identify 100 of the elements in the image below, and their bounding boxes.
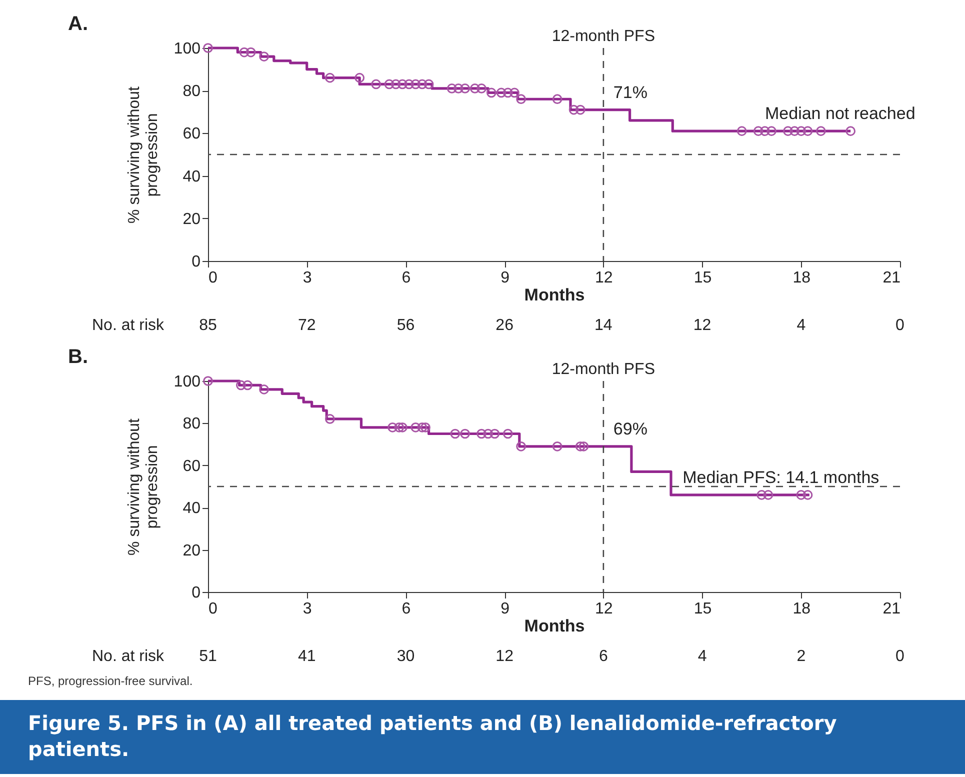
text: 4 xyxy=(698,648,707,665)
point xyxy=(756,490,767,500)
point xyxy=(502,88,513,98)
point xyxy=(424,79,434,90)
point xyxy=(516,441,526,452)
y-axis-title: % surviving without progression xyxy=(126,86,161,224)
point xyxy=(417,79,428,90)
y-axis-title: % surviving without progression xyxy=(126,418,161,556)
x-tick-label: 15 xyxy=(694,600,712,618)
point xyxy=(516,94,526,104)
x-tick-label: 21 xyxy=(882,270,901,286)
point xyxy=(236,380,246,390)
y-tick-label: 80 xyxy=(182,416,201,433)
y-tick-label: 100 xyxy=(174,40,201,58)
point xyxy=(476,84,486,94)
point xyxy=(816,126,826,136)
text: 14 xyxy=(594,317,612,334)
point xyxy=(496,88,506,98)
text: 56 xyxy=(396,317,415,334)
text: 6 xyxy=(598,648,608,665)
point xyxy=(753,126,764,136)
text: 51 xyxy=(199,648,217,665)
point xyxy=(324,414,335,424)
x-tick-label: 18 xyxy=(792,600,811,618)
point xyxy=(371,79,381,90)
point xyxy=(397,422,408,432)
point xyxy=(450,428,460,439)
point xyxy=(394,422,404,432)
annotation: 71% xyxy=(613,82,648,102)
point xyxy=(246,47,256,58)
point xyxy=(388,422,398,432)
point xyxy=(242,380,252,390)
point xyxy=(324,72,335,83)
point xyxy=(420,422,430,432)
point xyxy=(259,52,269,62)
x-tick-label: 0 xyxy=(208,600,218,618)
y-tick-label: 40 xyxy=(182,168,201,186)
point xyxy=(486,88,496,98)
y-tick-label: 20 xyxy=(182,210,201,228)
point xyxy=(470,84,480,94)
text: 0 xyxy=(896,648,905,665)
y-tick-label: 40 xyxy=(182,500,201,518)
point xyxy=(510,88,520,98)
text: 30 xyxy=(396,648,415,665)
text: 72 xyxy=(298,317,316,334)
x-tick-label: 3 xyxy=(302,270,312,286)
point xyxy=(404,79,414,90)
point xyxy=(460,428,470,439)
x-tick-label: 3 xyxy=(302,600,312,618)
text: 26 xyxy=(496,317,514,334)
chart-title: B. xyxy=(68,346,88,368)
point xyxy=(410,79,421,90)
point xyxy=(552,94,562,104)
caption: Figure 5. PFS in (A) all treated patients and (B) lenalidomide-refractory patients. xyxy=(0,700,965,774)
point xyxy=(454,84,464,94)
point xyxy=(384,79,394,90)
x-axis-title: Months xyxy=(524,616,585,636)
text: No. at risk xyxy=(92,317,165,334)
point xyxy=(390,79,401,90)
point xyxy=(736,126,747,136)
x-tick-label: 21 xyxy=(882,600,901,618)
point xyxy=(354,72,365,83)
point xyxy=(502,428,513,439)
text: 2 xyxy=(796,648,806,665)
point xyxy=(476,428,486,439)
point xyxy=(760,126,770,136)
x-tick-label: 12 xyxy=(595,600,613,618)
point xyxy=(575,441,586,452)
y-tick-label: 60 xyxy=(182,126,201,143)
x-tick-label: 18 xyxy=(792,270,811,286)
point xyxy=(575,104,586,115)
point xyxy=(417,422,428,432)
x-tick-label: 15 xyxy=(694,270,712,286)
y-tick-label: 80 xyxy=(182,83,201,100)
point xyxy=(802,126,813,136)
point xyxy=(460,84,470,94)
point xyxy=(239,47,250,58)
text: 12 xyxy=(496,648,514,665)
x-tick-label: 6 xyxy=(402,270,411,286)
text: PFS, progression-free survival. xyxy=(28,674,194,688)
y-tick-label: 0 xyxy=(192,254,201,270)
point xyxy=(483,428,494,439)
y-tick-label: 60 xyxy=(182,458,201,475)
point xyxy=(397,79,408,90)
x-tick-label: 9 xyxy=(500,600,510,618)
annotation: Median not reached xyxy=(765,104,916,124)
text: No. at risk xyxy=(92,648,165,665)
point xyxy=(796,126,806,136)
x-tick-label: 9 xyxy=(500,270,510,286)
text: 85 xyxy=(199,317,217,334)
point xyxy=(490,428,500,439)
point xyxy=(578,441,589,452)
y-tick-label: 0 xyxy=(192,584,201,602)
text: 0 xyxy=(896,317,905,334)
text: 4 xyxy=(796,317,806,334)
point xyxy=(846,126,856,136)
x-tick-label: 6 xyxy=(402,600,411,618)
x-tick-label: 12 xyxy=(595,270,613,286)
point xyxy=(790,126,800,136)
point xyxy=(796,490,806,500)
